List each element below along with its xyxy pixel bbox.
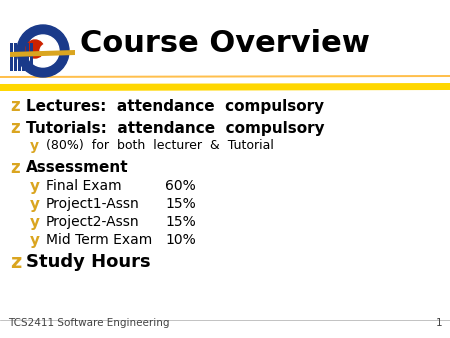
Bar: [26, 43, 28, 71]
Text: z: z: [10, 159, 20, 177]
Circle shape: [40, 44, 54, 58]
Text: Course Overview: Course Overview: [80, 28, 370, 57]
Bar: [18, 43, 21, 71]
Text: Mid Term Exam: Mid Term Exam: [46, 233, 152, 247]
Polygon shape: [0, 75, 450, 78]
Bar: [10, 43, 13, 71]
Text: Lectures:  attendance  compulsory: Lectures: attendance compulsory: [26, 98, 324, 114]
Text: y: y: [30, 215, 40, 230]
Polygon shape: [10, 50, 75, 57]
Text: TCS2411 Software Engineering: TCS2411 Software Engineering: [8, 318, 170, 328]
Text: Study Hours: Study Hours: [26, 253, 151, 271]
Text: 1: 1: [436, 318, 442, 328]
Polygon shape: [0, 83, 450, 91]
Bar: [22, 43, 24, 71]
Text: 15%: 15%: [165, 197, 196, 211]
Text: z: z: [10, 119, 20, 137]
Text: z: z: [10, 252, 21, 271]
Text: y: y: [30, 233, 40, 247]
Text: 15%: 15%: [165, 215, 196, 229]
Text: Final Exam: Final Exam: [46, 179, 122, 193]
Text: y: y: [30, 178, 40, 193]
Circle shape: [27, 35, 59, 67]
Text: z: z: [10, 97, 20, 115]
Text: (80%)  for  both  lecturer  &  Tutorial: (80%) for both lecturer & Tutorial: [46, 140, 274, 152]
Text: Assessment: Assessment: [26, 161, 129, 175]
Circle shape: [26, 40, 44, 58]
Text: Project2-Assn: Project2-Assn: [46, 215, 140, 229]
Circle shape: [17, 25, 69, 77]
Text: y: y: [30, 196, 40, 212]
Bar: [14, 43, 17, 71]
Text: 10%: 10%: [165, 233, 196, 247]
Text: y: y: [30, 139, 39, 153]
Text: Project1-Assn: Project1-Assn: [46, 197, 140, 211]
Bar: [30, 43, 32, 71]
Text: Tutorials:  attendance  compulsory: Tutorials: attendance compulsory: [26, 121, 324, 136]
Text: 60%: 60%: [165, 179, 196, 193]
